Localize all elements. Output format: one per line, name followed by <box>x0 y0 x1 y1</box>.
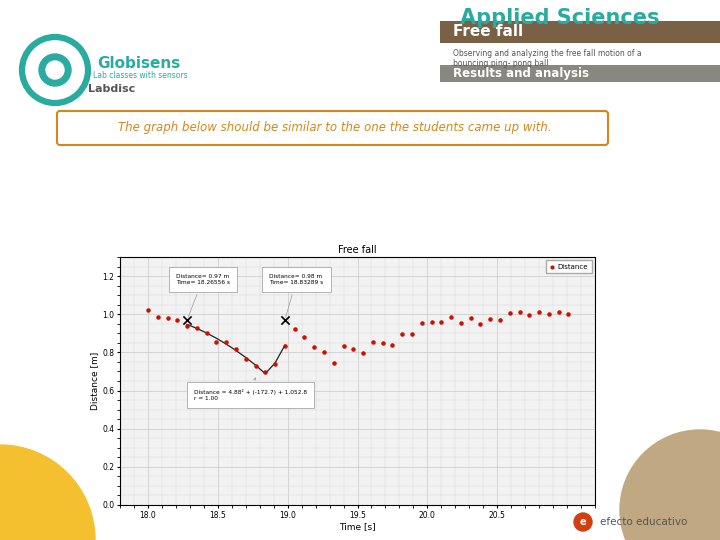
Text: bouncing ping- pong ball: bouncing ping- pong ball <box>453 58 549 68</box>
Distance <box>201 329 212 338</box>
Distance <box>504 308 516 317</box>
Distance <box>171 316 183 325</box>
Distance <box>406 330 418 339</box>
Distance <box>563 310 575 319</box>
Distance <box>436 318 447 327</box>
Distance <box>318 348 330 356</box>
Circle shape <box>46 61 64 79</box>
Text: e: e <box>580 517 586 527</box>
Distance <box>543 309 554 318</box>
Distance <box>367 338 379 346</box>
Distance <box>534 307 545 316</box>
Distance <box>259 368 271 377</box>
Y-axis label: Distance [m]: Distance [m] <box>91 352 99 410</box>
Text: Distance= 0.97 m
Time= 18.26556 s: Distance= 0.97 m Time= 18.26556 s <box>176 274 230 318</box>
Point <box>279 316 291 325</box>
Distance <box>494 315 505 324</box>
Text: Globisens: Globisens <box>97 56 180 71</box>
Distance <box>191 324 202 333</box>
Distance <box>181 322 193 330</box>
Distance <box>514 307 526 316</box>
Text: Lab classes with sensors: Lab classes with sensors <box>93 71 188 80</box>
Distance <box>377 339 388 348</box>
Circle shape <box>620 430 720 540</box>
Point <box>181 316 193 325</box>
Text: Applied Sciences: Applied Sciences <box>460 8 660 28</box>
Distance <box>485 315 496 323</box>
Text: Labdisc: Labdisc <box>88 84 135 94</box>
Circle shape <box>39 54 71 86</box>
Text: Observing and analyzing the free fall motion of a: Observing and analyzing the free fall mo… <box>453 49 642 57</box>
Distance <box>142 306 153 315</box>
Distance <box>328 359 340 367</box>
Text: Distance = 4.88² + (-172.7) + 1,052.8
r = 1.00: Distance = 4.88² + (-172.7) + 1,052.8 r … <box>194 378 307 401</box>
Circle shape <box>574 513 592 531</box>
Distance <box>289 325 300 334</box>
Distance <box>299 333 310 341</box>
Distance <box>269 359 281 368</box>
Distance <box>553 307 564 316</box>
Text: Distance= 0.98 m
Time= 18.83289 s: Distance= 0.98 m Time= 18.83289 s <box>269 274 324 318</box>
FancyBboxPatch shape <box>440 65 720 82</box>
Text: The graph below should be similar to the one the students came up with.: The graph below should be similar to the… <box>118 122 552 134</box>
FancyBboxPatch shape <box>440 21 720 43</box>
Distance <box>211 338 222 347</box>
Distance <box>426 318 437 327</box>
FancyBboxPatch shape <box>57 111 608 145</box>
Legend: Distance: Distance <box>546 260 592 273</box>
Distance <box>446 313 457 322</box>
Distance <box>416 319 428 327</box>
Distance <box>279 341 291 350</box>
Distance <box>338 342 349 351</box>
X-axis label: Time [s]: Time [s] <box>339 522 376 531</box>
Distance <box>152 313 163 321</box>
Distance <box>220 338 232 346</box>
Distance <box>308 343 320 352</box>
Distance <box>240 355 251 363</box>
Text: Results and analysis: Results and analysis <box>453 68 589 80</box>
Distance <box>250 361 261 370</box>
Distance <box>387 340 398 349</box>
Distance <box>348 345 359 354</box>
Text: Free fall: Free fall <box>453 24 523 39</box>
Distance <box>230 345 242 353</box>
Distance <box>465 313 477 322</box>
Distance <box>397 330 408 339</box>
Text: efecto educativo: efecto educativo <box>600 517 688 527</box>
Distance <box>474 319 486 328</box>
Distance <box>523 310 535 319</box>
Distance <box>357 348 369 357</box>
Title: Free fall: Free fall <box>338 245 377 255</box>
Circle shape <box>0 445 95 540</box>
Distance <box>162 314 174 322</box>
Distance <box>455 319 467 327</box>
